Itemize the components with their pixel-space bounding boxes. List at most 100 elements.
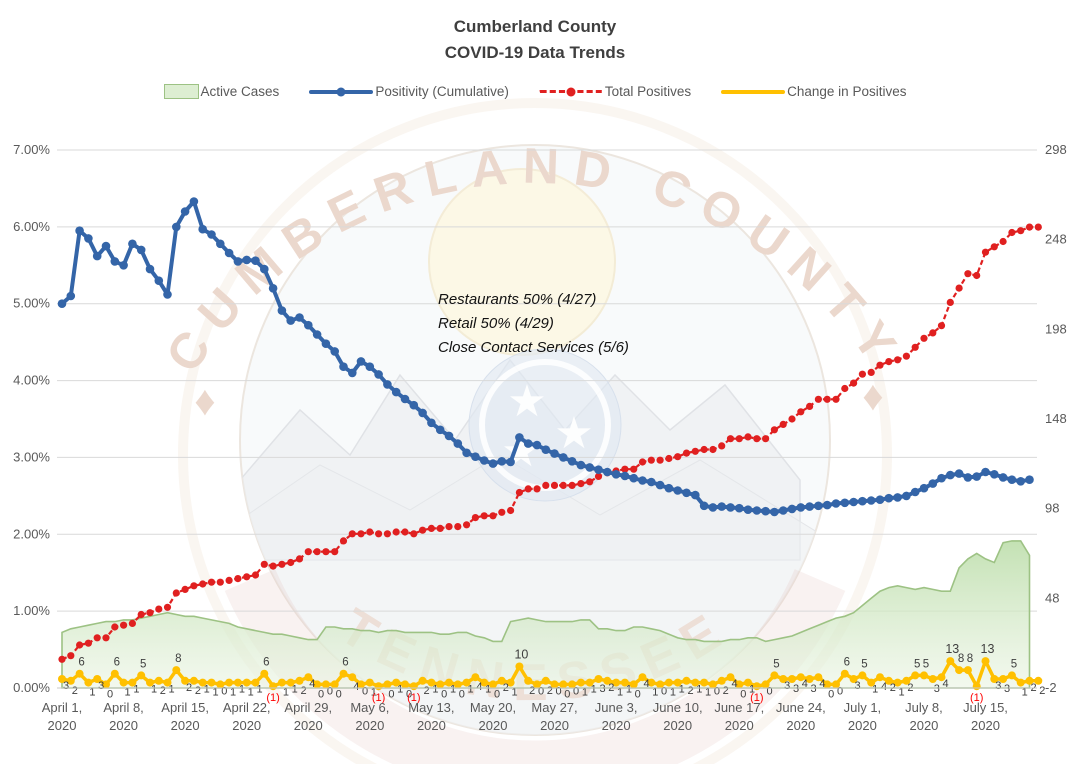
positivity-marker: [972, 472, 981, 481]
total-positives-marker: [894, 356, 902, 364]
change-in-positives-marker: [286, 678, 295, 687]
change-in-positives-marker: [612, 678, 621, 687]
total-positives-marker: [137, 610, 145, 619]
change-value-label: 3: [855, 680, 861, 692]
change-value-label: 3: [995, 680, 1001, 692]
positivity-marker: [919, 483, 929, 493]
change-in-positives-marker: [770, 671, 779, 680]
total-positives-marker: [735, 435, 743, 443]
change-in-positives-marker: [225, 678, 234, 687]
change-value-label: 5: [140, 658, 146, 670]
total-positives-marker: [269, 562, 277, 570]
change-in-positives-marker: [506, 678, 515, 687]
x-axis-tick-label: May 6, 2020: [350, 700, 389, 733]
change-in-positives-marker: [480, 678, 489, 687]
change-in-positives-marker: [189, 676, 198, 685]
positivity-marker: [858, 496, 867, 506]
positivity-marker: [541, 445, 551, 455]
chart-title: Cumberland County: [453, 17, 617, 36]
positivity-marker: [875, 495, 885, 505]
positivity-marker: [655, 480, 665, 490]
total-positives-marker: [867, 368, 875, 376]
change-value-label: 8: [175, 653, 181, 665]
change-value-label: 3: [811, 683, 817, 695]
change-in-positives-marker: [242, 678, 251, 687]
total-positives-marker: [656, 456, 664, 464]
chart-title-block: Cumberland County COVID-19 Data Trends: [0, 14, 1070, 67]
y-axis-tick-label-right: -2: [1045, 680, 1057, 695]
total-positives-marker: [568, 481, 576, 489]
positivity-marker: [717, 502, 726, 511]
total-positives-marker: [1017, 227, 1025, 235]
change-value-label: 1: [626, 684, 632, 696]
y-axis-tick-label-right: 98: [1045, 501, 1059, 516]
positivity-marker: [849, 497, 858, 507]
total-positives-marker: [445, 523, 453, 531]
change-value-label: (1): [750, 692, 763, 704]
positivity-marker: [682, 488, 691, 498]
positivity-marker: [418, 408, 427, 418]
change-in-positives-marker: [594, 675, 603, 683]
change-value-label: 1: [151, 684, 157, 696]
change-value-label: 0: [837, 685, 843, 697]
change-in-positives-marker: [920, 671, 928, 680]
positivity-marker: [778, 506, 788, 515]
flag-star-icon: ★: [554, 409, 593, 458]
x-axis-tick-label: April 8, 2020: [103, 700, 143, 733]
positivity-marker: [1016, 477, 1025, 486]
positivity-marker: [550, 449, 559, 458]
total-positives-marker: [401, 528, 409, 536]
total-positives-marker: [331, 548, 339, 556]
change-value-label: 1: [468, 684, 474, 696]
positivity-marker: [805, 502, 814, 511]
total-positives-marker: [709, 445, 717, 454]
total-positives-marker: [93, 634, 101, 642]
total-positives-marker: [58, 655, 66, 663]
positivity-marker: [515, 433, 524, 442]
change-value-label: 1: [248, 687, 254, 699]
flag-star-icon: ★: [507, 377, 546, 426]
positivity-marker: [251, 256, 260, 266]
change-in-positives-marker: [911, 671, 920, 680]
change-value-label: 6: [78, 657, 84, 669]
annotation-line: Close Contact Services (5/6): [438, 339, 629, 356]
change-value-label: 1: [256, 684, 262, 696]
series-change-in-positives-line: [61, 659, 1039, 688]
total-positives-marker: [322, 548, 330, 556]
positivity-line-icon: [309, 87, 374, 96]
change-in-positives-marker: [163, 678, 172, 687]
change-value-label: 4: [881, 681, 887, 693]
change-value-label: (1): [266, 692, 279, 704]
positivity-marker: [435, 425, 445, 435]
total-positives-marker: [955, 284, 963, 292]
change-in-positives-line-icon: [721, 89, 786, 94]
x-axis-tick-label: May 27, 2020: [531, 700, 577, 733]
total-positives-marker: [67, 652, 75, 660]
total-positives-marker: [691, 447, 699, 455]
change-value-label: 1: [239, 684, 245, 696]
positivity-marker: [594, 465, 603, 475]
total-positives-marker: [594, 472, 603, 480]
change-value-label: 1: [204, 684, 210, 696]
total-positives-marker: [885, 358, 893, 366]
change-value-label: 0: [388, 688, 394, 700]
change-value-label: 1: [749, 684, 755, 696]
change-in-positives-marker: [445, 678, 453, 687]
positivity-marker: [506, 457, 515, 467]
total-positives-marker: [190, 582, 198, 590]
change-in-positives-marker: [981, 657, 990, 666]
legend-item-change-in-positives: Change in Positives: [721, 84, 906, 99]
change-value-label: 1: [652, 687, 658, 699]
positivity-marker: [453, 439, 463, 448]
change-value-label: 2: [300, 685, 306, 697]
change-value-label: 2: [529, 685, 535, 697]
positivity-marker: [603, 467, 612, 477]
positivity-marker: [708, 503, 718, 512]
change-in-positives-marker: [884, 676, 893, 685]
change-in-positives-marker: [726, 673, 735, 682]
total-positives-marker: [313, 548, 321, 556]
gridlines: [57, 149, 1037, 689]
x-axis-tick-label: April 22, 2020: [223, 700, 271, 733]
y-axis-tick-label-left: 0.00%: [13, 680, 50, 695]
change-value-label: 13: [981, 642, 995, 656]
